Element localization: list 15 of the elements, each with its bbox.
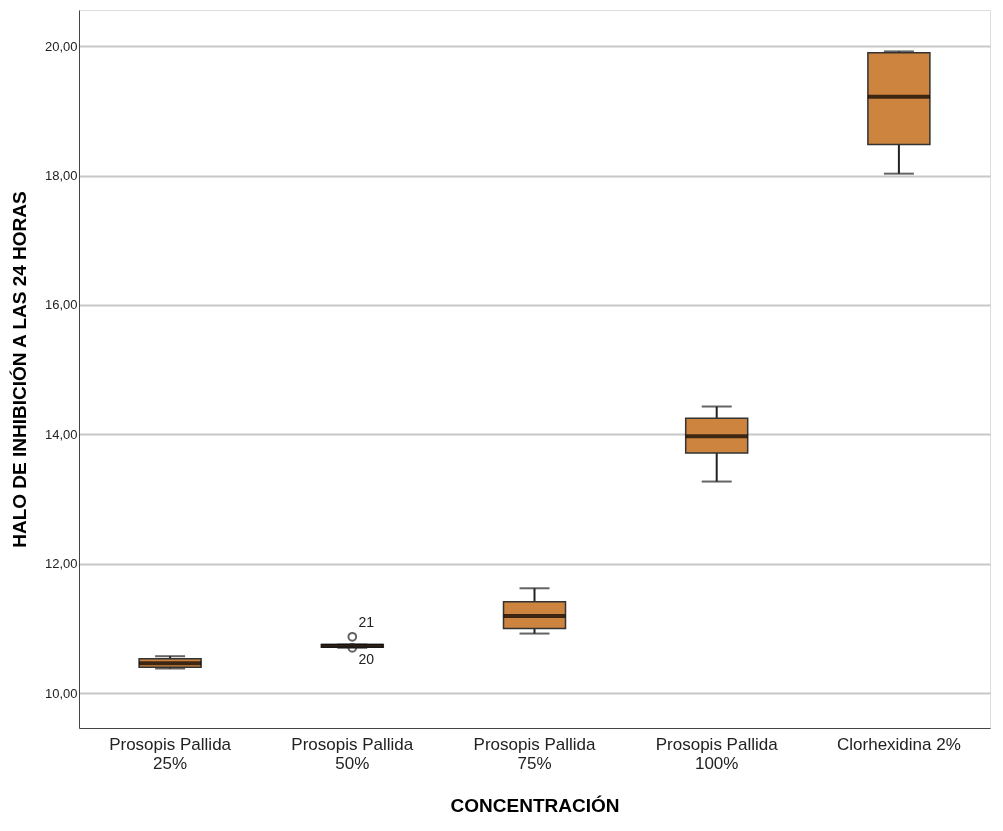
y-tick-label: 20,00 [44,38,78,54]
x-tick-label: Prosopis Pallida 100% [655,734,779,773]
y-tick-label: 18,00 [44,168,78,184]
x-tick-label: Prosopis Pallida 75% [473,734,596,773]
annotation: 20 [358,650,375,667]
y-tick-label: 16,00 [44,297,78,313]
x-tick-label: Prosopis Pallida 50% [291,734,414,773]
y-tick-label: 14,00 [44,426,78,442]
y-axis-title: HALO DE INHIBICIÓN A LAS 24 HORAS [8,191,30,548]
x-axis-title: CONCENTRACIÓN [450,794,620,816]
x-tick-label: Prosopis Pallida 25% [109,734,232,773]
y-tick-label: 12,00 [44,556,78,572]
y-tick-label: 10,00 [44,685,78,701]
x-tick-label: Clorhexidina 2% [837,734,961,754]
annotation: 21 [358,613,375,630]
